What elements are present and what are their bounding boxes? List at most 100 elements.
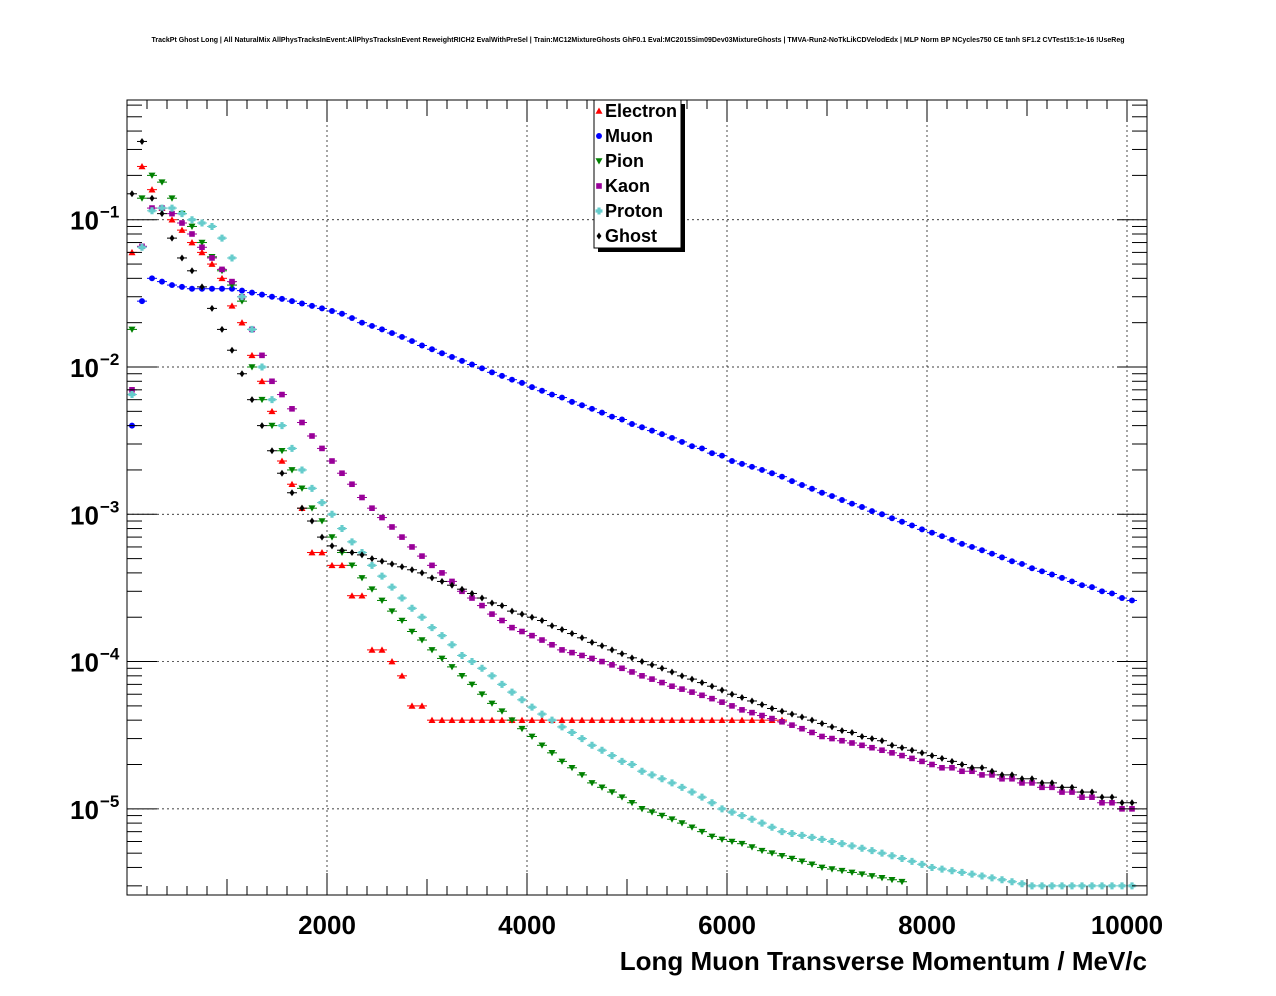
marker xyxy=(778,852,786,860)
marker xyxy=(1119,595,1125,602)
marker xyxy=(638,716,646,723)
marker xyxy=(1099,588,1105,595)
marker xyxy=(549,641,555,648)
marker xyxy=(448,664,456,671)
marker xyxy=(729,458,735,464)
marker xyxy=(319,305,325,312)
marker xyxy=(219,266,225,273)
marker xyxy=(469,589,475,597)
marker xyxy=(269,293,275,300)
marker xyxy=(828,838,836,846)
marker xyxy=(808,861,816,868)
y-tick-label: 10 −3 xyxy=(70,497,119,530)
marker xyxy=(595,158,603,165)
y-tick-exponent: −2 xyxy=(100,350,119,369)
marker xyxy=(558,723,566,731)
marker xyxy=(948,867,956,875)
marker xyxy=(499,372,505,379)
marker xyxy=(1059,789,1065,795)
marker xyxy=(518,696,526,704)
marker xyxy=(489,369,495,376)
marker xyxy=(128,326,136,333)
marker xyxy=(148,172,156,179)
marker xyxy=(459,585,465,593)
marker xyxy=(328,561,336,569)
marker xyxy=(1018,880,1026,888)
marker xyxy=(398,672,406,679)
marker xyxy=(258,363,266,371)
marker xyxy=(928,863,936,871)
marker xyxy=(1058,882,1066,890)
marker xyxy=(709,450,715,457)
marker xyxy=(659,679,665,686)
marker xyxy=(378,572,386,580)
marker xyxy=(428,647,436,654)
marker xyxy=(568,716,576,723)
marker xyxy=(318,499,326,507)
marker xyxy=(968,870,976,878)
legend-item-electron: Electron xyxy=(595,101,677,121)
marker xyxy=(569,398,575,405)
marker xyxy=(909,755,915,762)
marker xyxy=(508,688,516,696)
marker xyxy=(569,630,575,638)
marker xyxy=(759,701,765,709)
marker xyxy=(419,569,425,577)
marker xyxy=(919,526,925,533)
marker xyxy=(868,873,876,880)
marker xyxy=(628,799,636,807)
marker xyxy=(409,338,415,345)
marker xyxy=(368,646,376,653)
marker xyxy=(979,547,985,554)
marker xyxy=(758,716,766,723)
marker xyxy=(609,413,615,420)
marker xyxy=(909,522,915,529)
marker xyxy=(699,445,705,452)
marker xyxy=(648,809,656,816)
y-tick-exponent: −5 xyxy=(100,792,119,811)
marker xyxy=(219,285,225,292)
marker xyxy=(969,764,975,772)
marker xyxy=(799,713,805,721)
marker xyxy=(1029,565,1035,572)
marker xyxy=(379,326,385,333)
marker xyxy=(238,293,246,301)
marker xyxy=(279,469,285,477)
marker xyxy=(1049,571,1055,578)
marker xyxy=(199,283,205,291)
marker xyxy=(559,394,565,401)
marker xyxy=(669,434,675,441)
marker xyxy=(189,231,195,237)
marker xyxy=(578,735,586,743)
marker xyxy=(288,467,296,474)
marker xyxy=(458,716,466,723)
marker xyxy=(499,617,505,624)
marker xyxy=(638,767,646,775)
marker xyxy=(369,322,375,329)
marker xyxy=(578,772,586,779)
marker xyxy=(308,505,316,512)
marker xyxy=(949,764,955,771)
marker xyxy=(689,675,695,683)
marker xyxy=(128,391,136,399)
marker xyxy=(528,703,536,711)
marker xyxy=(678,716,686,723)
marker xyxy=(668,779,676,787)
marker xyxy=(289,298,295,305)
marker xyxy=(1019,780,1025,786)
marker xyxy=(979,764,985,772)
marker xyxy=(989,772,995,778)
marker xyxy=(838,840,846,848)
marker xyxy=(439,577,445,585)
marker xyxy=(719,699,725,705)
marker xyxy=(359,551,365,559)
marker xyxy=(479,594,485,602)
marker xyxy=(178,210,186,218)
marker xyxy=(568,728,576,736)
marker xyxy=(589,405,595,412)
marker xyxy=(258,377,266,385)
marker xyxy=(528,716,536,723)
marker xyxy=(809,485,815,492)
marker xyxy=(418,702,426,709)
marker xyxy=(1039,568,1045,575)
